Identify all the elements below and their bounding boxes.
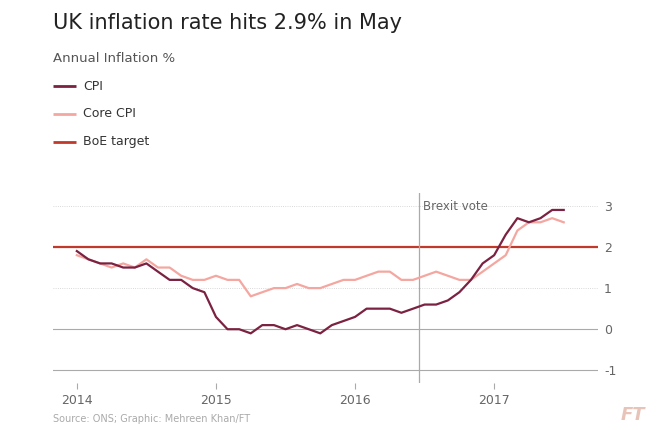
Text: CPI: CPI [83,80,103,92]
Text: BoE target: BoE target [83,135,150,148]
Text: FT: FT [620,405,645,424]
Text: Annual Inflation %: Annual Inflation % [53,52,176,64]
Text: UK inflation rate hits 2.9% in May: UK inflation rate hits 2.9% in May [53,13,402,33]
Text: Brexit vote: Brexit vote [423,200,488,213]
Text: Core CPI: Core CPI [83,108,136,120]
Text: Source: ONS; Graphic: Mehreen Khan/FT: Source: ONS; Graphic: Mehreen Khan/FT [53,414,250,424]
